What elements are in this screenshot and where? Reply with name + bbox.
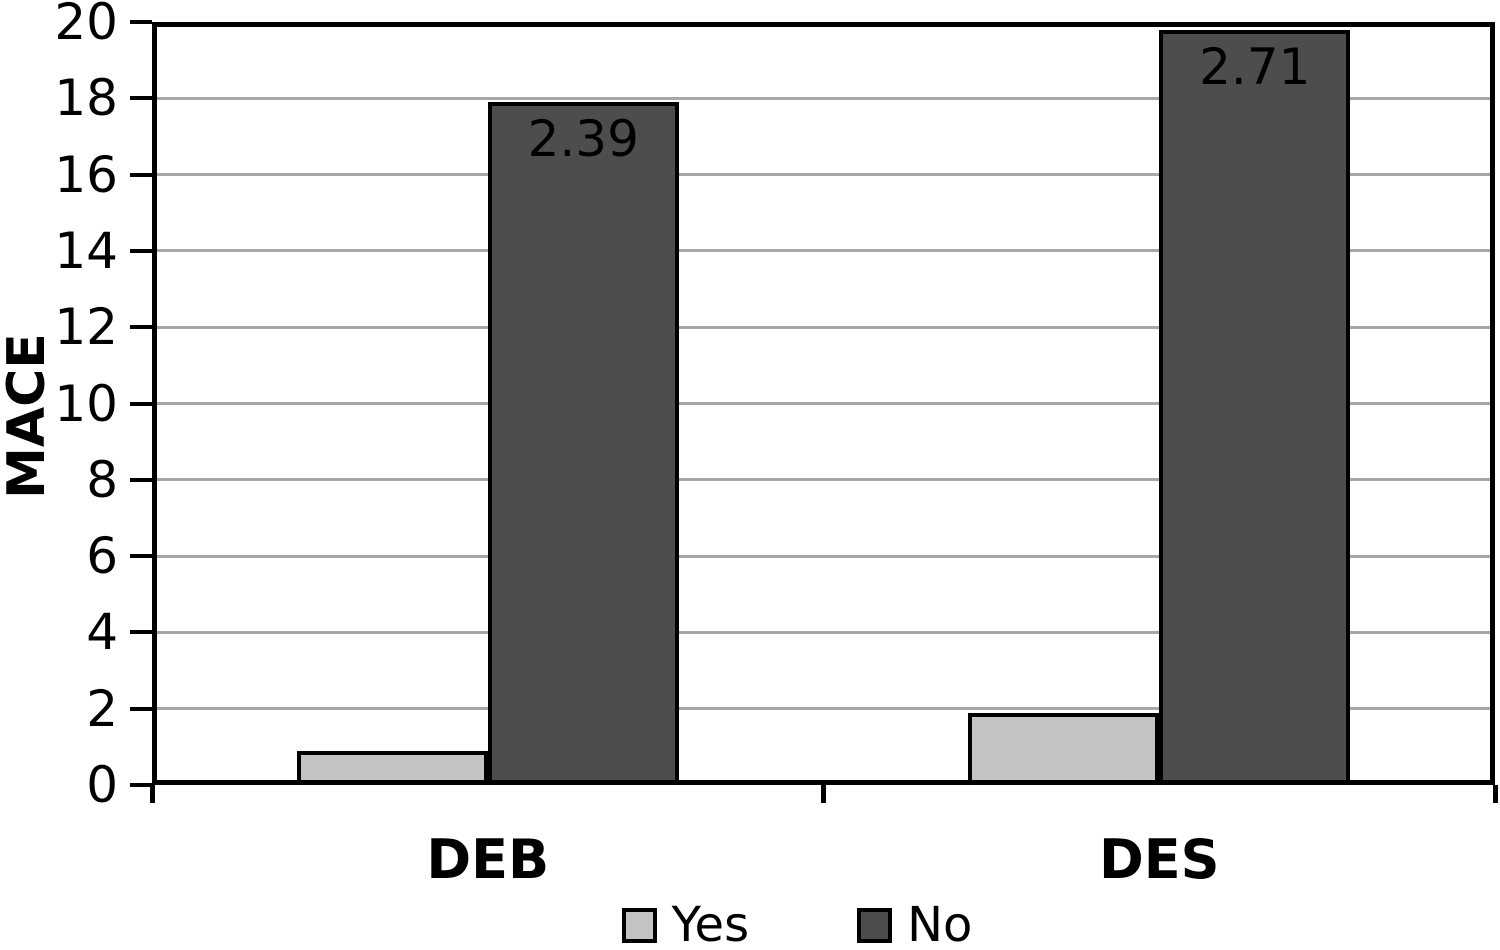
y-axis-tick: [130, 172, 152, 177]
legend-item-yes: Yes: [621, 897, 750, 950]
y-tick-label: 20: [54, 0, 118, 51]
y-axis-tick: [130, 783, 152, 787]
gridline: [152, 173, 1495, 177]
y-tick-label: 12: [54, 298, 118, 357]
gridline: [152, 707, 1495, 711]
gridline: [152, 325, 1495, 329]
x-axis-tick: [149, 785, 155, 803]
bar-deb-yes: [296, 750, 488, 785]
y-tick-label: 14: [54, 221, 118, 280]
y-axis-tick: [130, 248, 152, 253]
legend-swatch-yes: [621, 907, 657, 943]
bar-value-label: 2.39: [527, 110, 639, 169]
bar-value-label: 2.71: [1199, 37, 1311, 96]
y-tick-label: 18: [54, 69, 118, 128]
y-tick-label: 16: [54, 145, 118, 204]
bar-des-no: [1159, 29, 1351, 785]
y-axis-tick: [130, 401, 152, 406]
legend-item-no: No: [857, 901, 972, 949]
y-axis-tick: [130, 96, 152, 101]
y-tick-label: 0: [86, 756, 118, 814]
x-category-label: DEB: [426, 828, 550, 891]
y-axis-tick: [130, 20, 152, 24]
legend-swatch-no: [857, 907, 893, 943]
x-category-label: DES: [1098, 828, 1220, 891]
y-tick-label: 6: [86, 527, 118, 586]
bar-des-yes: [968, 712, 1160, 785]
y-axis-tick: [130, 630, 152, 635]
x-axis-tick: [821, 785, 826, 803]
bar-deb-no: [487, 102, 679, 785]
y-axis-tick: [130, 325, 152, 330]
y-axis-tick: [130, 477, 152, 482]
gridline: [152, 478, 1495, 482]
legend-label: No: [907, 897, 973, 950]
y-tick-label: 2: [86, 679, 118, 738]
y-axis-tick: [130, 706, 152, 711]
x-axis-tick: [1492, 785, 1498, 803]
y-tick-label: 10: [54, 374, 118, 433]
y-axis-tick: [130, 554, 152, 559]
y-tick-label: 4: [86, 603, 118, 662]
gridline: [152, 96, 1495, 100]
legend: Yes No: [47, 901, 1500, 949]
gridline: [152, 249, 1495, 253]
gridline: [152, 630, 1495, 634]
y-tick-label: 8: [86, 450, 118, 509]
legend-label: Yes: [671, 897, 750, 950]
gridline: [152, 554, 1495, 558]
gridline: [152, 402, 1495, 405]
